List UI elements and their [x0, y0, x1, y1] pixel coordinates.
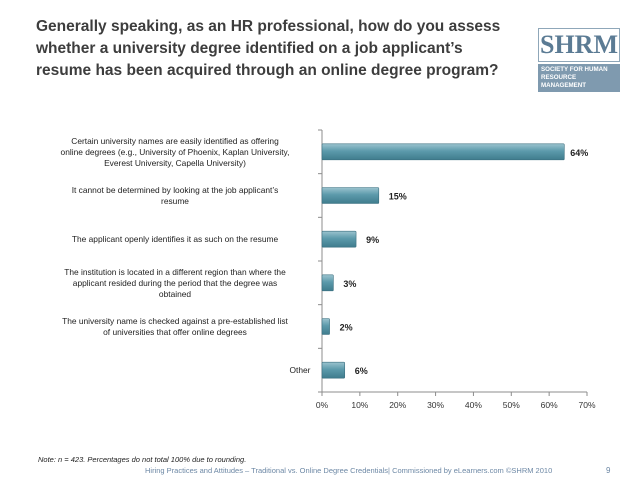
- x-tick-label: 70%: [578, 400, 595, 410]
- bar: [321, 143, 565, 161]
- slide-title: Generally speaking, as an HR professiona…: [36, 18, 501, 79]
- bar-value-label: 64%: [570, 148, 588, 158]
- x-tick-label: 50%: [503, 400, 520, 410]
- category-label: Other: [290, 365, 311, 375]
- footer-text: Hiring Practices and Attitudes – Traditi…: [145, 466, 553, 475]
- x-tick-label: 0%: [316, 400, 329, 410]
- x-tick-label: 30%: [427, 400, 444, 410]
- x-tick-label: 60%: [541, 400, 558, 410]
- bar-value-label: 2%: [340, 323, 353, 333]
- bar: [321, 274, 334, 292]
- page-number: 9: [606, 466, 611, 475]
- bar-value-label: 9%: [366, 235, 379, 245]
- x-tick-label: 40%: [465, 400, 482, 410]
- bar-value-label: 15%: [389, 192, 407, 202]
- bar: [321, 230, 357, 248]
- x-tick-label: 10%: [351, 400, 368, 410]
- bar-value-label: 3%: [343, 279, 356, 289]
- category-label: The applicant openly identifies it as su…: [72, 234, 279, 244]
- bar: [321, 187, 380, 204]
- category-label: The university name is checked against a…: [62, 316, 288, 337]
- bar-value-label: 6%: [355, 366, 368, 376]
- shrm-logo: SHRM Society for Human Resource Manageme…: [538, 28, 620, 92]
- logo-tagline: Society for Human Resource Management: [538, 64, 620, 92]
- category-label: It cannot be determined by looking at th…: [72, 185, 279, 206]
- category-label: Certain university names are easily iden…: [61, 136, 290, 168]
- logo-wordmark: SHRM: [538, 28, 620, 62]
- x-tick-label: 20%: [389, 400, 406, 410]
- bar: [321, 318, 330, 335]
- footnote: Note: n = 423. Percentages do not total …: [38, 455, 247, 464]
- category-label: The institution is located in a differen…: [64, 267, 286, 299]
- bar: [321, 361, 346, 379]
